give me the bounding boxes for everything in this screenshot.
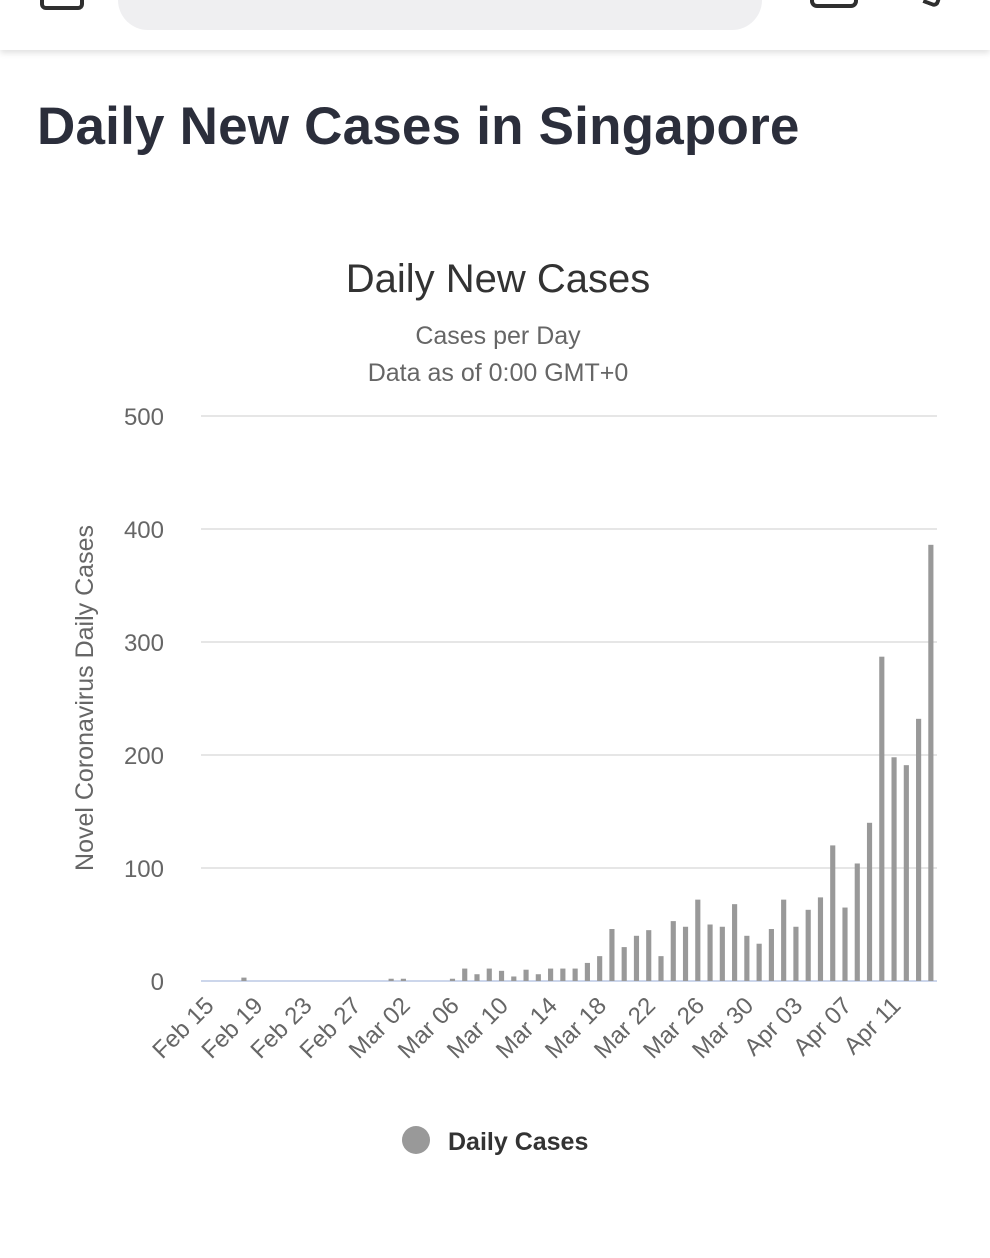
bar[interactable] — [560, 968, 566, 981]
bar[interactable] — [646, 930, 652, 981]
bar[interactable] — [805, 909, 811, 981]
bar[interactable] — [609, 929, 615, 981]
bar[interactable] — [523, 969, 529, 981]
browser-top-bar — [0, 0, 990, 50]
more-icon[interactable] — [922, 0, 942, 9]
chart-title: Daily New Cases — [346, 257, 651, 301]
bar[interactable] — [768, 929, 774, 981]
bar[interactable] — [879, 656, 885, 981]
bar[interactable] — [817, 897, 824, 981]
bar[interactable] — [707, 924, 713, 982]
bar[interactable] — [916, 718, 922, 981]
bar[interactable] — [842, 907, 848, 981]
bar[interactable] — [388, 978, 394, 981]
bar[interactable] — [928, 544, 934, 981]
y-tick-label: 300 — [124, 630, 164, 657]
bar[interactable] — [756, 943, 762, 981]
bar[interactable] — [866, 822, 873, 981]
y-tick-label: 400 — [124, 517, 164, 544]
bar[interactable] — [719, 926, 725, 981]
bar[interactable] — [548, 968, 554, 981]
bar[interactable] — [695, 899, 701, 981]
bar[interactable] — [498, 970, 505, 981]
legend-label[interactable]: Daily Cases — [448, 1128, 588, 1156]
bar[interactable] — [449, 978, 456, 981]
y-axis-ticks: 0 100 200 300 400 500 — [124, 404, 164, 996]
y-axis-label: Novel Coronavirus Daily Cases — [71, 525, 99, 871]
tabs-icon[interactable] — [810, 0, 858, 8]
bar[interactable] — [511, 976, 517, 981]
legend-marker[interactable] — [402, 1126, 430, 1154]
menu-icon[interactable] — [40, 0, 84, 10]
bar[interactable] — [584, 962, 590, 981]
bar[interactable] — [891, 757, 897, 981]
page-title: Daily New Cases in Singapore — [37, 97, 800, 156]
chart-subtitle: Cases per Day — [415, 322, 581, 350]
bar[interactable] — [830, 845, 836, 981]
bar[interactable] — [633, 935, 640, 981]
bar[interactable] — [486, 968, 492, 981]
bar[interactable] — [732, 904, 738, 981]
chart-subtitle-date: Data as of 0:00 GMT+0 — [368, 359, 629, 387]
bar[interactable] — [462, 968, 468, 981]
bar[interactable] — [621, 947, 627, 981]
bar[interactable] — [400, 978, 406, 981]
gridlines — [201, 415, 937, 982]
y-tick-label: 200 — [124, 743, 164, 770]
bar[interactable] — [241, 977, 247, 981]
address-bar[interactable] — [118, 0, 762, 30]
y-tick-label: 500 — [124, 404, 164, 431]
bar[interactable] — [903, 765, 909, 981]
bar[interactable] — [682, 926, 689, 981]
bar[interactable] — [670, 921, 676, 981]
bar[interactable] — [854, 863, 860, 981]
bar[interactable] — [781, 899, 787, 981]
legend[interactable]: Daily Cases — [402, 1126, 588, 1156]
bar[interactable] — [597, 956, 603, 981]
y-tick-label: 100 — [124, 856, 164, 883]
bar[interactable] — [535, 974, 541, 981]
bar[interactable] — [793, 926, 799, 981]
bar[interactable] — [572, 968, 578, 981]
y-tick-label: 0 — [151, 969, 164, 996]
bar[interactable] — [744, 935, 750, 981]
x-tick-label: Apr 11 — [838, 992, 906, 1060]
bar[interactable] — [474, 974, 480, 981]
bar[interactable] — [658, 956, 664, 981]
bar-series — [241, 544, 934, 982]
